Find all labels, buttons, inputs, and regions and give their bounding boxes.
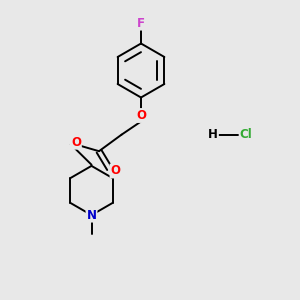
Text: N: N xyxy=(86,208,97,222)
Text: F: F xyxy=(137,16,145,30)
Text: O: O xyxy=(110,164,121,178)
Text: O: O xyxy=(136,109,146,122)
Text: H: H xyxy=(208,128,218,142)
Text: O: O xyxy=(71,136,81,149)
Text: Cl: Cl xyxy=(240,128,252,142)
